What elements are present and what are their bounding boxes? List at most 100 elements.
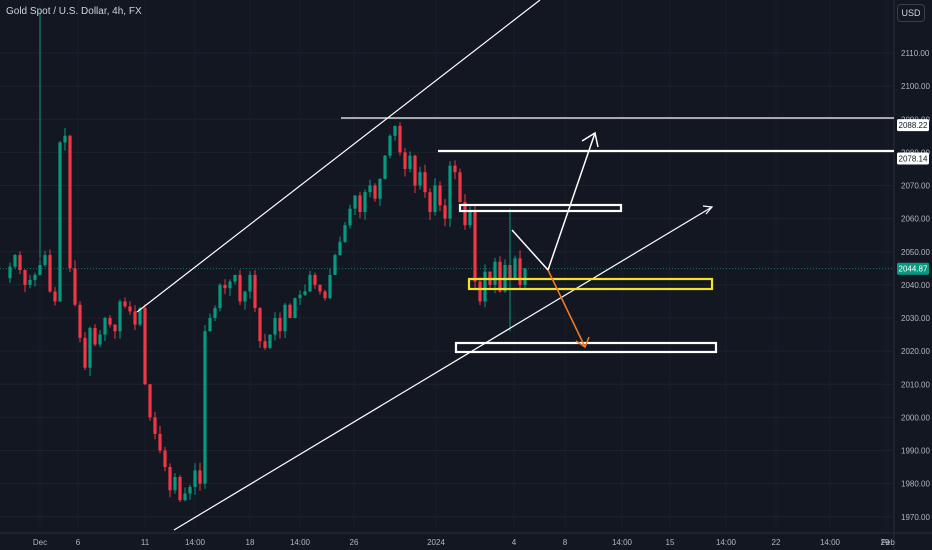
y-tick-label: 2010.00: [901, 380, 930, 389]
candle-body: [463, 202, 467, 226]
candle-body: [333, 255, 337, 275]
candle-body: [458, 172, 462, 203]
candle-body: [283, 304, 287, 332]
candle-body: [318, 284, 322, 292]
candle-body: [373, 185, 377, 199]
candle-body: [278, 318, 282, 332]
candle-body: [288, 304, 292, 318]
candle-body: [418, 172, 422, 186]
x-tick-label: 6: [76, 538, 81, 547]
y-tick-label: 2060.00: [901, 215, 930, 224]
candle-body: [393, 125, 397, 136]
candle-body: [293, 298, 297, 318]
candle-body: [103, 318, 107, 335]
x-tick-label: 14:00: [612, 538, 633, 547]
candle-body: [433, 185, 437, 212]
candle-body: [308, 274, 312, 292]
candle-body: [263, 341, 267, 348]
candle-body: [193, 470, 197, 487]
lower-channel-line[interactable]: [173, 206, 713, 531]
candle-body: [363, 192, 367, 212]
candle-body: [518, 258, 522, 285]
candle-body: [128, 306, 132, 312]
candle-body: [8, 266, 12, 279]
price-tag-box: [897, 152, 929, 165]
candle-body: [353, 195, 357, 209]
time-axis[interactable]: Dec 6 11 14:00 18 14:00 26 2024 4 8 14:00 15 14:00 22…: [33, 538, 896, 547]
candle-body: [248, 274, 252, 292]
x-tick-label: Feb: [881, 538, 895, 547]
x-tick-label: 8: [563, 538, 568, 547]
y-tick-label: 2070.00: [901, 182, 930, 191]
candle-body: [348, 208, 352, 226]
upper-channel-line[interactable]: [136, 0, 541, 313]
candle-body: [428, 192, 432, 212]
x-tick-label: 2024: [427, 538, 445, 547]
candle-body: [303, 291, 307, 295]
bearish-path-line[interactable]: [547, 269, 586, 348]
candle-body: [133, 311, 137, 325]
candle-body: [68, 135, 72, 269]
candle-body: [258, 308, 262, 342]
candle-body: [93, 327, 97, 345]
candle-body: [118, 301, 122, 332]
candle-body: [378, 178, 382, 199]
candle-body: [273, 318, 277, 335]
candle-body: [53, 291, 57, 302]
candle-body: [198, 470, 202, 484]
candle-body: [403, 152, 407, 169]
x-tick-label: 22: [772, 538, 781, 547]
x-tick-label: 14:00: [290, 538, 311, 547]
candle-body: [388, 135, 392, 156]
demand-zone-yellow-rect[interactable]: [467, 277, 714, 291]
candle-body: [298, 294, 302, 299]
y-tick-label: 1980.00: [901, 480, 930, 489]
bullish-path-line[interactable]: [511, 132, 596, 272]
candle-body: [358, 195, 362, 212]
symbol-title: Gold Spot / U.S. Dollar, 4h, FX: [6, 6, 142, 17]
candle-body: [218, 284, 222, 309]
x-tick-label: 29: [881, 538, 890, 547]
candle-body: [208, 318, 212, 332]
y-tick-label: 2100.00: [901, 82, 930, 91]
candle-body: [233, 274, 237, 282]
candle-body: [163, 450, 167, 468]
candle-body: [468, 212, 472, 226]
x-tick-label: 14:00: [716, 538, 737, 547]
candle-body: [88, 327, 92, 368]
supply-zone-rect[interactable]: [458, 203, 623, 213]
candle-body: [513, 258, 517, 279]
candle-body: [368, 185, 372, 193]
candle-body: [38, 265, 42, 275]
candle-body: [178, 477, 182, 501]
x-tick-label: 4: [512, 538, 517, 547]
x-tick-label: 11: [141, 538, 150, 547]
candle-body: [328, 274, 332, 299]
bearish-arrow-head-icon: [575, 336, 590, 349]
candle-body: [408, 155, 412, 169]
price-tag-label: 2078.14: [899, 155, 928, 164]
x-tick-label: 26: [350, 538, 359, 547]
candle-body: [18, 255, 22, 270]
candle-body: [48, 255, 52, 292]
candle-body: [83, 337, 87, 368]
candle-body: [343, 225, 347, 242]
candle-body: [268, 334, 272, 348]
bullish-arrow-head-icon: [581, 131, 599, 148]
candle-body: [158, 433, 162, 451]
y-tick-label: 1990.00: [901, 447, 930, 456]
candle-body: [188, 486, 192, 494]
price-tag-box: [897, 262, 929, 275]
candle-body: [483, 271, 487, 302]
currency-button[interactable]: USD: [897, 4, 925, 22]
channel-arrow-head-icon: [702, 205, 714, 215]
candle-body: [98, 334, 102, 345]
candle-body: [473, 212, 477, 282]
candle-body: [168, 467, 172, 491]
candle-body: [43, 255, 47, 265]
candle-body: [33, 274, 37, 280]
drawings: [136, 0, 894, 531]
candle-body: [323, 291, 327, 299]
candle-body: [448, 165, 452, 219]
